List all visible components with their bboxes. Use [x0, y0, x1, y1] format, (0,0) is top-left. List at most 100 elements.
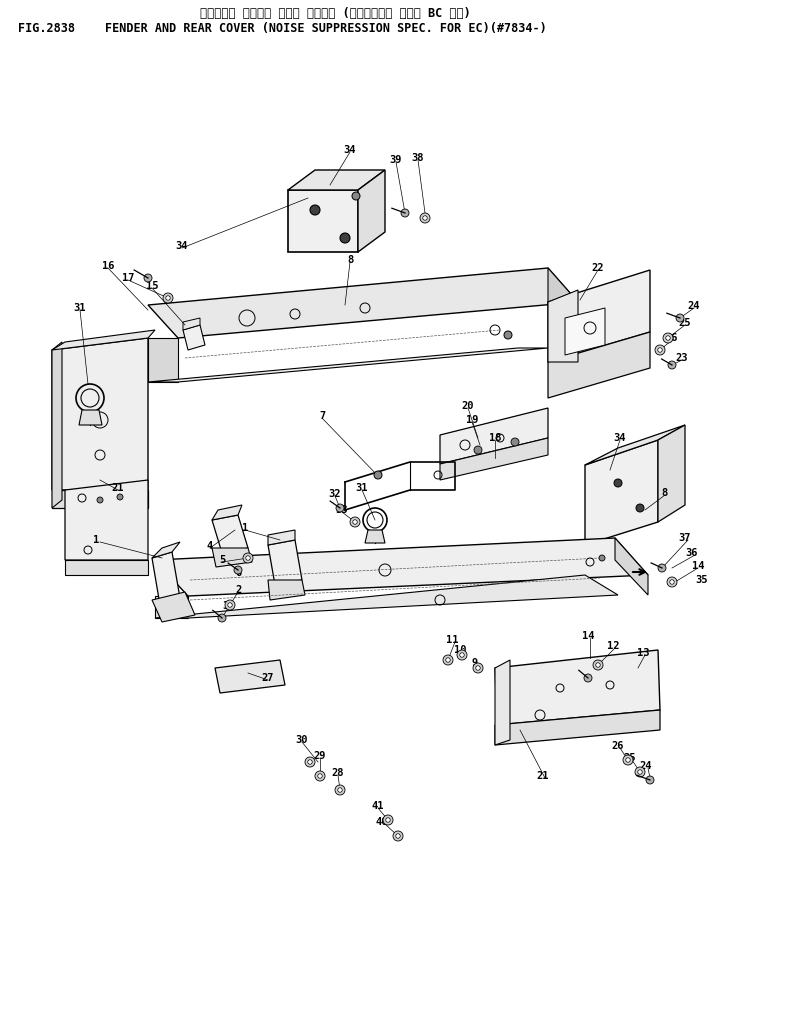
Circle shape	[614, 479, 622, 487]
Polygon shape	[358, 170, 385, 252]
Text: 33: 33	[336, 505, 349, 515]
Circle shape	[318, 773, 323, 778]
Text: 38: 38	[412, 153, 424, 163]
Text: 21: 21	[537, 771, 550, 781]
Polygon shape	[65, 560, 148, 575]
Polygon shape	[548, 268, 578, 338]
Circle shape	[658, 564, 666, 572]
Text: 1: 1	[93, 535, 99, 545]
Circle shape	[338, 788, 342, 792]
Text: 36: 36	[686, 548, 698, 558]
Text: 23: 23	[676, 353, 688, 363]
Text: 39: 39	[389, 155, 402, 165]
Polygon shape	[548, 290, 578, 362]
Polygon shape	[268, 540, 302, 585]
Text: 24: 24	[688, 301, 700, 311]
Circle shape	[305, 757, 315, 767]
Polygon shape	[183, 325, 205, 350]
Text: 29: 29	[314, 751, 327, 761]
Circle shape	[655, 345, 665, 355]
Polygon shape	[288, 170, 385, 190]
Polygon shape	[155, 538, 648, 596]
Text: 4: 4	[207, 541, 213, 551]
Text: 20: 20	[462, 401, 474, 411]
Circle shape	[474, 446, 482, 454]
Polygon shape	[65, 480, 148, 560]
Circle shape	[144, 274, 152, 282]
Text: 11: 11	[446, 635, 458, 645]
Circle shape	[97, 497, 103, 503]
Circle shape	[393, 831, 403, 841]
Text: 41: 41	[372, 801, 384, 811]
Text: 34: 34	[176, 241, 188, 251]
Text: 2: 2	[235, 585, 241, 595]
Polygon shape	[152, 542, 180, 558]
Circle shape	[396, 834, 400, 838]
Circle shape	[511, 438, 519, 446]
Circle shape	[666, 336, 670, 340]
Circle shape	[340, 233, 350, 243]
Text: 26: 26	[666, 333, 678, 343]
Text: 15: 15	[146, 281, 159, 291]
Text: 37: 37	[679, 533, 692, 543]
Polygon shape	[268, 580, 305, 600]
Text: 30: 30	[296, 735, 309, 745]
Circle shape	[352, 192, 360, 200]
Polygon shape	[288, 190, 358, 252]
Text: フェンダ゠ および・ リヤー カバー－ (テイノウオン ショウ BC ムケ): フェンダ゠ および・ リヤー カバー－ (テイノウオン ショウ BC ムケ)	[200, 7, 471, 20]
Text: 40: 40	[376, 817, 389, 827]
Circle shape	[676, 314, 684, 322]
Polygon shape	[148, 338, 178, 382]
Circle shape	[243, 553, 253, 563]
Polygon shape	[183, 318, 200, 330]
Text: 12: 12	[607, 641, 619, 651]
Text: 32: 32	[329, 489, 341, 499]
Circle shape	[385, 817, 390, 823]
Circle shape	[658, 348, 663, 352]
Polygon shape	[440, 438, 548, 480]
Circle shape	[623, 755, 633, 765]
Polygon shape	[495, 710, 660, 745]
Polygon shape	[365, 530, 385, 543]
Text: 24: 24	[640, 761, 652, 771]
Polygon shape	[52, 490, 148, 508]
Polygon shape	[155, 575, 618, 618]
Text: 7: 7	[319, 411, 325, 421]
Circle shape	[599, 555, 605, 561]
Polygon shape	[615, 538, 648, 595]
Circle shape	[350, 517, 360, 527]
Text: 26: 26	[612, 741, 624, 751]
Circle shape	[635, 767, 645, 777]
Text: 31: 31	[356, 483, 368, 493]
Polygon shape	[152, 592, 195, 622]
Polygon shape	[152, 551, 180, 605]
Circle shape	[596, 662, 601, 668]
Text: 25: 25	[624, 753, 637, 763]
Text: 28: 28	[332, 768, 345, 778]
Circle shape	[383, 815, 393, 825]
Circle shape	[315, 771, 325, 781]
Text: 34: 34	[614, 433, 626, 443]
Text: 10: 10	[454, 645, 466, 655]
Polygon shape	[495, 650, 660, 725]
Polygon shape	[148, 348, 548, 382]
Text: 8: 8	[662, 488, 668, 498]
Polygon shape	[79, 410, 102, 425]
Text: 21: 21	[111, 483, 124, 493]
Circle shape	[352, 520, 357, 524]
Circle shape	[335, 785, 345, 795]
Polygon shape	[548, 332, 650, 398]
Text: 3: 3	[222, 601, 228, 611]
Polygon shape	[148, 268, 578, 338]
Text: 27: 27	[261, 673, 274, 683]
Circle shape	[310, 205, 320, 215]
Text: FIG.2838: FIG.2838	[18, 22, 75, 35]
Circle shape	[218, 614, 226, 622]
Circle shape	[163, 293, 173, 303]
Circle shape	[443, 655, 453, 665]
Circle shape	[476, 665, 480, 671]
Circle shape	[401, 210, 409, 217]
Circle shape	[423, 216, 427, 220]
Text: 5: 5	[219, 555, 225, 565]
Circle shape	[234, 566, 242, 574]
